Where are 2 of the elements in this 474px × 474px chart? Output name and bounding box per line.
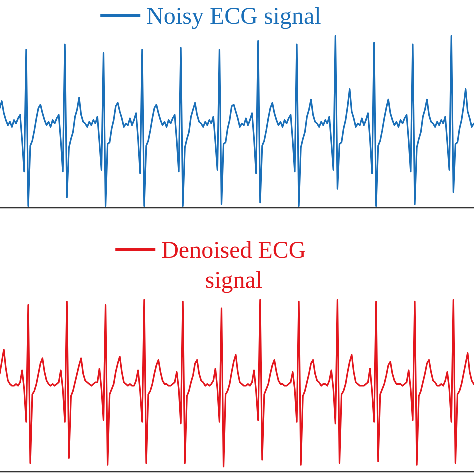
legend-label: Denoised ECG signal <box>162 238 306 294</box>
legend-label: Noisy ECG signal <box>146 4 322 30</box>
